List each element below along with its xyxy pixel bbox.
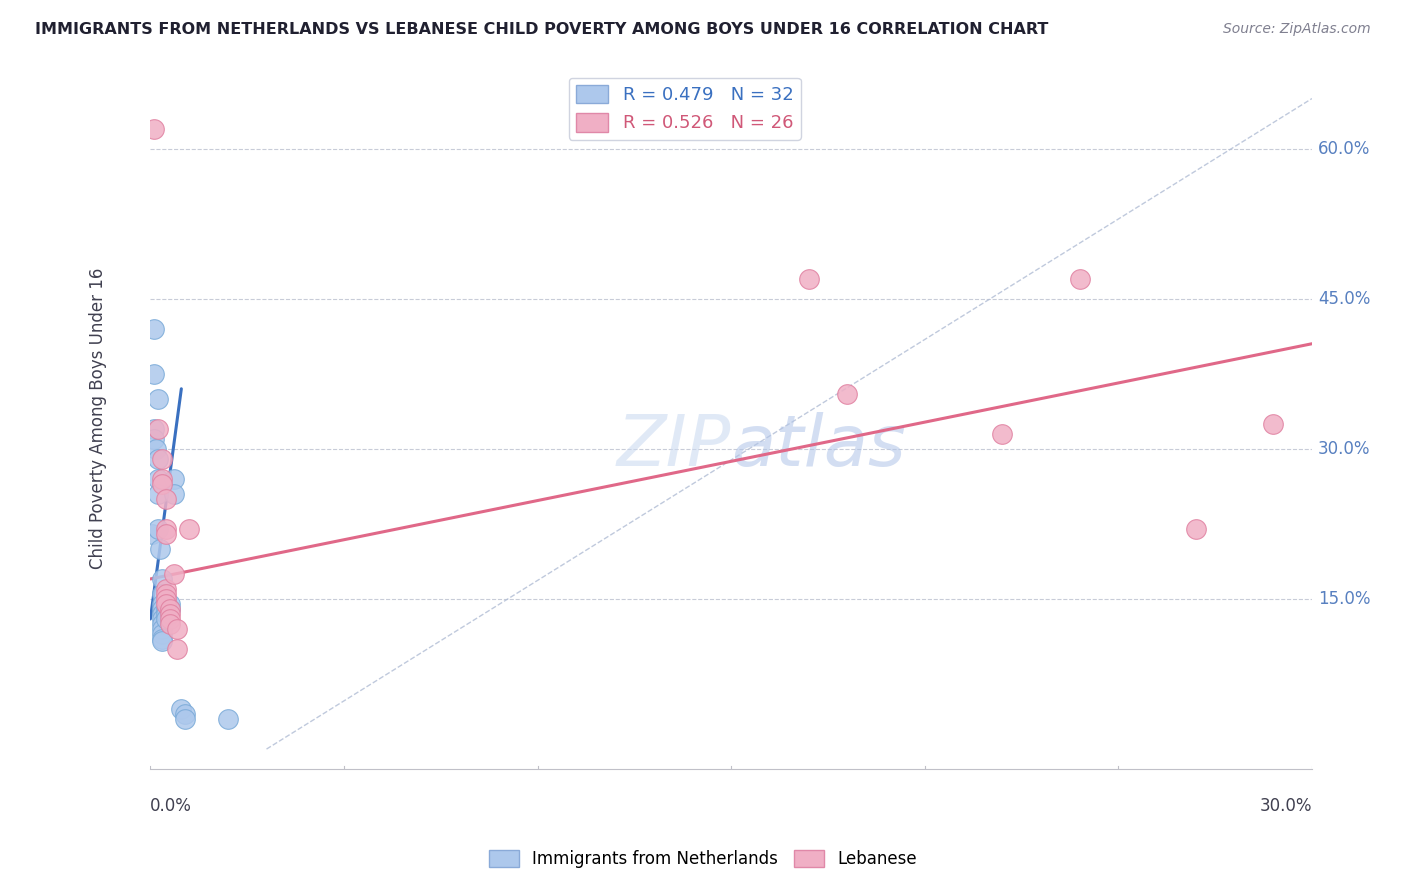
- Point: [146, 451, 169, 466]
- Point: [162, 566, 184, 581]
- Point: [150, 587, 173, 601]
- Point: [155, 522, 177, 536]
- Point: [217, 712, 239, 726]
- Point: [150, 612, 173, 626]
- Text: Child Poverty Among Boys Under 16: Child Poverty Among Boys Under 16: [89, 268, 107, 569]
- Point: [146, 392, 169, 406]
- Text: 45.0%: 45.0%: [1317, 290, 1369, 308]
- Point: [141, 527, 163, 541]
- Point: [155, 582, 177, 596]
- Point: [150, 451, 173, 466]
- Point: [797, 271, 820, 285]
- Point: [155, 591, 177, 606]
- Point: [170, 702, 193, 716]
- Point: [155, 607, 177, 621]
- Point: [155, 612, 177, 626]
- Point: [1263, 417, 1285, 431]
- Text: 15.0%: 15.0%: [1317, 590, 1371, 608]
- Text: ZIP: ZIP: [617, 412, 731, 482]
- Point: [162, 487, 184, 501]
- Text: IMMIGRANTS FROM NETHERLANDS VS LEBANESE CHILD POVERTY AMONG BOYS UNDER 16 CORREL: IMMIGRANTS FROM NETHERLANDS VS LEBANESE …: [35, 22, 1049, 37]
- Point: [150, 597, 173, 611]
- Point: [150, 476, 173, 491]
- Point: [146, 522, 169, 536]
- Point: [150, 602, 173, 616]
- Text: 60.0%: 60.0%: [1317, 139, 1369, 158]
- Point: [159, 602, 181, 616]
- Point: [143, 322, 166, 336]
- Point: [143, 121, 166, 136]
- Point: [174, 706, 197, 721]
- Point: [162, 472, 184, 486]
- Point: [150, 617, 173, 632]
- Point: [146, 422, 169, 436]
- Point: [149, 541, 172, 556]
- Point: [155, 597, 177, 611]
- Point: [150, 472, 173, 486]
- Point: [145, 442, 167, 456]
- Point: [1069, 271, 1091, 285]
- Point: [159, 607, 181, 621]
- Point: [150, 622, 173, 636]
- Point: [159, 597, 181, 611]
- Point: [150, 634, 173, 648]
- Text: 30.0%: 30.0%: [1317, 440, 1371, 458]
- Point: [155, 602, 177, 616]
- Point: [150, 632, 173, 646]
- Point: [143, 422, 166, 436]
- Point: [150, 572, 173, 586]
- Point: [155, 527, 177, 541]
- Point: [177, 522, 200, 536]
- Point: [155, 491, 177, 506]
- Point: [150, 607, 173, 621]
- Text: 0.0%: 0.0%: [150, 797, 193, 815]
- Text: 30.0%: 30.0%: [1260, 797, 1312, 815]
- Text: atlas: atlas: [731, 412, 905, 482]
- Legend: Immigrants from Netherlands, Lebanese: Immigrants from Netherlands, Lebanese: [482, 843, 924, 875]
- Point: [146, 472, 169, 486]
- Point: [159, 617, 181, 632]
- Point: [159, 612, 181, 626]
- Point: [166, 622, 188, 636]
- Point: [150, 627, 173, 641]
- Point: [174, 712, 197, 726]
- Point: [837, 386, 859, 401]
- Legend: R = 0.479   N = 32, R = 0.526   N = 26: R = 0.479 N = 32, R = 0.526 N = 26: [568, 78, 801, 140]
- Text: Source: ZipAtlas.com: Source: ZipAtlas.com: [1223, 22, 1371, 37]
- Point: [159, 602, 181, 616]
- Point: [143, 367, 166, 381]
- Point: [1184, 522, 1206, 536]
- Point: [166, 642, 188, 657]
- Point: [146, 487, 169, 501]
- Point: [143, 432, 166, 446]
- Point: [155, 587, 177, 601]
- Point: [991, 426, 1014, 441]
